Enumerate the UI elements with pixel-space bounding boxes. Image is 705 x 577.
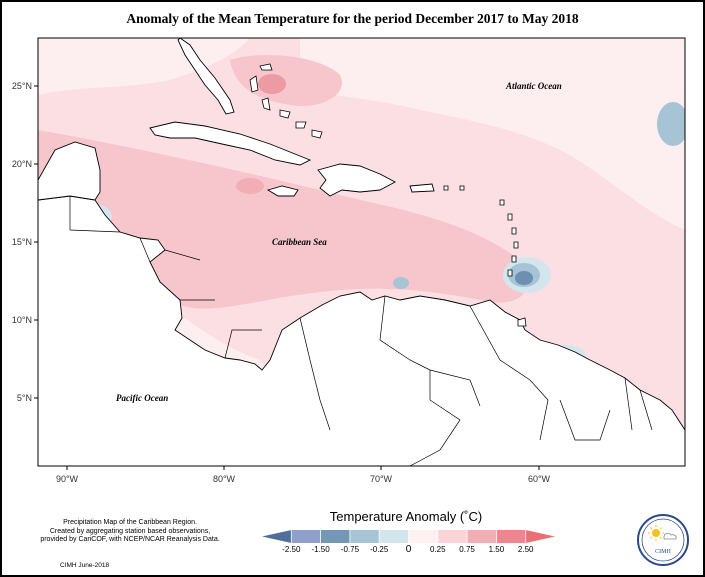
legend-swatch bbox=[320, 530, 350, 543]
caribbean-sea-label: Caribbean Sea bbox=[272, 237, 327, 247]
lon-axis: 90°W 80°W 70°W 60°W bbox=[56, 466, 551, 484]
lesser-antilles bbox=[443, 185, 527, 327]
caption-line: Precipitation Map of the Caribbean Regio… bbox=[63, 519, 197, 526]
yucatan-peninsula bbox=[38, 141, 101, 201]
hispaniola bbox=[317, 163, 396, 197]
lat-tick-label: 20°N bbox=[12, 159, 32, 169]
legend-tick-label: 1.50 bbox=[489, 545, 505, 554]
bahamas bbox=[249, 63, 323, 139]
legend-swatch bbox=[437, 530, 468, 543]
country-borders bbox=[69, 196, 653, 466]
mainland-americas bbox=[38, 195, 685, 466]
pacific-ocean-label: Pacific Ocean bbox=[116, 393, 168, 403]
cuba bbox=[149, 121, 312, 166]
anomaly-warm-caribbean bbox=[38, 130, 528, 309]
legend-title: Temperature Anomaly (˚C) bbox=[329, 509, 483, 524]
anomaly-cool-atlantic bbox=[657, 102, 685, 146]
anomaly-light-atlantic bbox=[300, 38, 685, 230]
legend-swatch bbox=[408, 530, 438, 543]
florida bbox=[177, 38, 235, 115]
lat-tick-label: 25°N bbox=[12, 81, 32, 91]
caption-line: provided by CariCOF, with NCEP/NCAR Rean… bbox=[40, 536, 220, 543]
legend-tick-label: 0.75 bbox=[459, 545, 475, 554]
anomaly-warm-bahamas bbox=[230, 55, 342, 106]
anomaly-warm-cayman bbox=[236, 178, 264, 194]
logo-text: CIMH bbox=[655, 549, 671, 555]
map-title: Anomaly of the Mean Temperature for the … bbox=[126, 11, 579, 26]
legend-swatch bbox=[467, 530, 497, 543]
map-caption: Precipitation Map of the Caribbean Regio… bbox=[20, 519, 240, 545]
legend-tick-label: 0 bbox=[406, 544, 412, 555]
legend-tick-label: 0.25 bbox=[430, 545, 446, 554]
puerto-rico bbox=[409, 183, 435, 193]
lat-axis: 25°N 20°N 15°N 10°N 5°N bbox=[12, 81, 38, 403]
lat-tick-label: 15°N bbox=[12, 237, 32, 247]
lon-tick-label: 80°W bbox=[213, 474, 236, 484]
anomaly-cool-curacao bbox=[393, 277, 409, 289]
lon-tick-label: 60°W bbox=[528, 474, 551, 484]
legend-swatch bbox=[496, 530, 526, 543]
legend-swatch bbox=[262, 530, 292, 543]
lon-tick-label: 70°W bbox=[370, 474, 393, 484]
legend-tick-label: -1.50 bbox=[311, 545, 330, 554]
lon-tick-label: 90°W bbox=[56, 474, 79, 484]
lat-tick-label: 5°N bbox=[17, 393, 32, 403]
anomaly-cool-windward bbox=[515, 271, 533, 285]
credit-text: CIMH June-2018 bbox=[60, 562, 110, 569]
legend-swatch bbox=[349, 530, 380, 543]
caption-line: Created by aggregating station based obs… bbox=[49, 527, 211, 535]
cimh-logo: CIMH bbox=[636, 513, 690, 567]
legend-colorbar: -2.50 -1.50 -0.75 -0.25 0 0.25 0.75 1.50 2.50 bbox=[262, 530, 555, 555]
lat-tick-label: 10°N bbox=[12, 315, 32, 325]
atlantic-ocean-label: Atlantic Ocean bbox=[505, 81, 562, 91]
legend-swatch bbox=[291, 530, 321, 543]
legend-tick-label: -0.75 bbox=[341, 545, 360, 554]
legend-swatch bbox=[525, 530, 555, 543]
sun-cloud-icon bbox=[648, 525, 677, 541]
anomaly-light-gulf bbox=[38, 38, 250, 95]
jamaica bbox=[266, 185, 299, 197]
legend-tick-label: -2.50 bbox=[282, 545, 301, 554]
anomaly-hot-bahamas bbox=[258, 74, 286, 94]
legend-tick-label: 2.50 bbox=[518, 545, 534, 554]
legend-swatch bbox=[379, 530, 409, 543]
anomaly-field bbox=[38, 38, 685, 466]
legend-tick-label: -0.25 bbox=[370, 545, 389, 554]
map-border bbox=[37, 37, 686, 467]
